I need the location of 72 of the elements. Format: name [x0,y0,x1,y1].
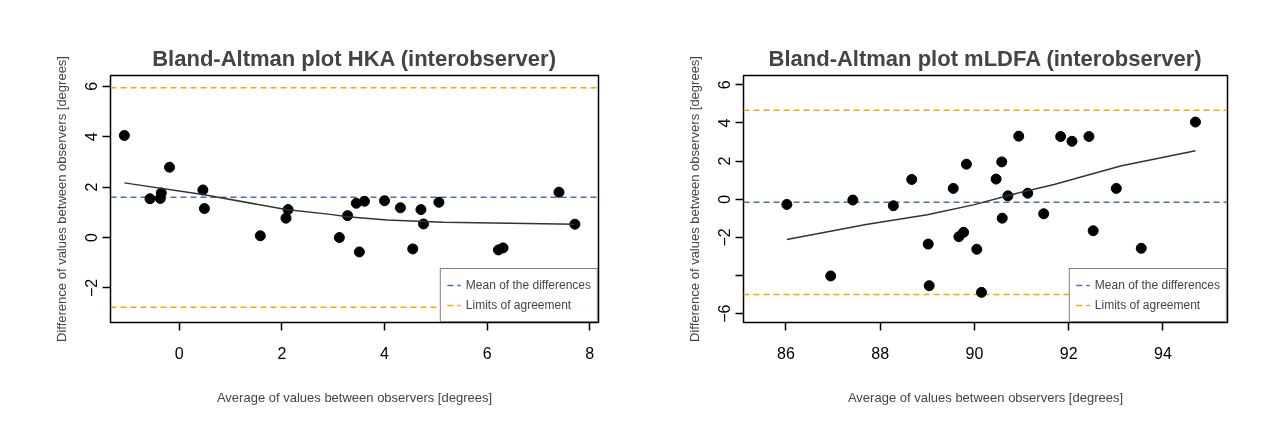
point [947,182,959,194]
x-tick-label: 6 [482,344,492,362]
x-tick-label: 0 [174,344,184,362]
line-series [786,149,1197,241]
point [1038,208,1050,220]
point [975,286,987,298]
point [996,156,1008,168]
point [887,200,899,212]
x-tick-label: 4 [380,344,390,362]
x-axis-title: Average of values between observers [degrees] [847,389,1124,405]
y-tick-label: 6 [83,81,101,91]
point [415,204,427,216]
y-tick-label: 6 [716,80,734,90]
point [990,173,1002,185]
point [1189,116,1201,128]
x-tick-label: 86 [777,344,795,362]
y-tick-label: 0 [83,233,101,243]
point [553,186,565,198]
y-axis-title: Difference of values between observers [degrees] [686,56,702,342]
x-tick-label: 90 [965,344,984,362]
point [922,238,934,250]
point [359,195,371,207]
point [906,173,918,185]
x-tick-label: 8 [585,344,595,362]
point [1135,242,1147,254]
y-tick-label: 4 [716,118,734,128]
point [144,193,156,205]
point [1087,225,1099,237]
point [923,280,935,292]
x-tick-label: 2 [277,344,287,362]
y-tick-label: −2 [83,278,101,298]
legend-label: Mean of the differences [465,278,591,292]
point [1066,135,1078,147]
point [197,184,209,196]
point [433,196,445,208]
y-axis-title: Difference of values between observers [degrees] [53,56,69,342]
point [825,270,837,282]
x-tick-label: 94 [1154,344,1172,362]
legend-label: Limits of agreement [1094,298,1201,312]
point [164,161,176,173]
point [497,242,509,254]
y-tick-label: 0 [716,194,734,204]
point [960,158,972,170]
point [958,226,970,238]
y-tick-label: 2 [716,156,734,166]
x-axis-title: Average of values between observers [degrees] [216,389,493,405]
point [394,202,406,214]
point [118,130,130,141]
point [847,194,859,206]
point [379,195,391,207]
point [781,198,793,210]
y-tick-label: 2 [83,182,101,192]
x-tick-label: 88 [871,344,890,362]
x-tick-label: 92 [1059,344,1078,362]
point [333,232,345,244]
chart-title: Bland-Altman plot mLDFA (interobserver) [768,45,1202,71]
legend-label: Limits of agreement [465,298,572,312]
legend-label: Mean of the differences [1094,278,1220,292]
y-tick-label: 4 [83,132,101,142]
point [996,212,1008,224]
y-tick-label: −2 [716,228,734,247]
point [254,230,266,242]
chart-title: Bland-Altman plot HKA (interobserver) [152,45,556,71]
point [1110,182,1122,194]
point [1013,130,1025,142]
point [971,243,983,255]
point [198,203,210,215]
point [1055,131,1067,143]
y-tick-label: −6 [716,304,734,323]
point [1083,131,1095,143]
point [353,246,365,258]
point [407,243,419,255]
